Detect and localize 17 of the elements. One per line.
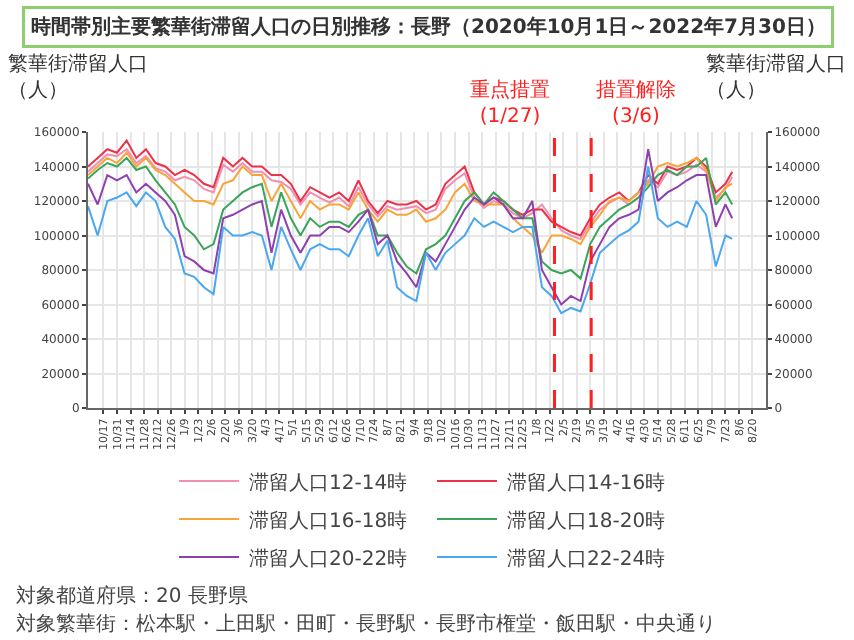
line-series [88,156,734,280]
text: 対象都道府県：20 長野県 [16,584,248,608]
line-series [88,148,734,306]
legend-label: 滞留人口14-16時 [507,470,666,495]
line-series [88,165,734,315]
y2-axis-title: 繁華街滞留人口（人） [706,52,846,102]
legend-label: 滞留人口22-24時 [507,546,666,571]
ref-line-label: 措置解除(3/6) [596,78,676,128]
legend-label: 滞留人口20-22時 [249,546,408,571]
y-axis-title: 繁華街滞留人口（人） [8,52,148,102]
ref-line-label: 重点措置(1/27) [470,78,550,128]
line-series [88,151,734,254]
legend-label: 滞留人口16-18時 [249,508,408,533]
legend-label: 滞留人口18-20時 [507,508,666,533]
legend-label: 滞留人口12-14時 [249,470,408,495]
chart-title: 時間帯別主要繁華街滞留人口の日別推移：長野（2020年10月1日～2022年7月30日） [31,15,826,39]
text: 対象繁華街：松本駅・上田駅・田町・長野駅・長野市権堂・飯田駅・中央通り [16,612,716,636]
